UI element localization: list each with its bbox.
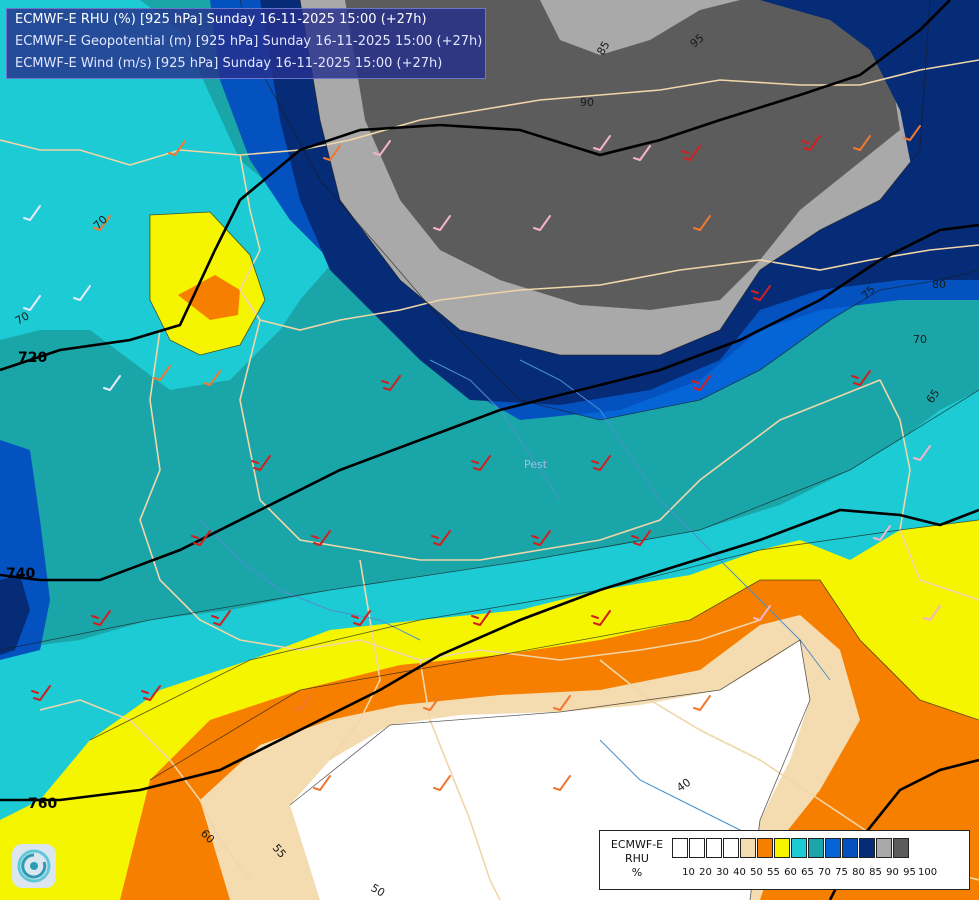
- legend-tick-label: 20: [699, 867, 712, 878]
- legend-swatch: [689, 838, 705, 858]
- legend-swatch: [791, 838, 807, 858]
- legend-ticks: 10 20 30 40 50 55 60 65 70 75 80 85 90 95 100: [680, 867, 938, 878]
- legend-swatch: [876, 838, 892, 858]
- legend-tick-label: 85: [869, 867, 882, 878]
- legend-swatch: [808, 838, 824, 858]
- legend-tick-label: 30: [716, 867, 729, 878]
- legend-tick-label: 80: [852, 867, 865, 878]
- legend-tick-label: 10: [682, 867, 695, 878]
- rhu-band-85-west: [0, 575, 30, 655]
- rhu-label-70-east: 70: [913, 333, 927, 346]
- rhu-label-80: 80: [932, 278, 946, 291]
- legend-swatch: [723, 838, 739, 858]
- rhu-label-50: 50: [369, 881, 388, 899]
- rivers: [199, 359, 831, 841]
- legend-swatch: [706, 838, 722, 858]
- legend-swatch: [825, 838, 841, 858]
- swirl-icon: [17, 849, 51, 883]
- logo-icon: [12, 844, 56, 888]
- legend-title-line-2: RHU: [625, 852, 649, 865]
- legend-tick-label: 65: [801, 867, 814, 878]
- legend-swatch: [859, 838, 875, 858]
- legend-tick-label: 40: [733, 867, 746, 878]
- title-wind: ECMWF-E Wind (m/s) [925 hPa] Sunday 16-1…: [15, 56, 443, 71]
- legend-swatch: [757, 838, 773, 858]
- map-title-box: ECMWF-E RHU (%) [925 hPa] Sunday 16-11-2…: [6, 8, 486, 79]
- legend-swatch: [672, 838, 688, 858]
- legend-swatches: [672, 838, 910, 858]
- legend-title-line-1: ECMWF-E: [610, 838, 664, 851]
- legend-swatch: [774, 838, 790, 858]
- title-rhu: ECMWF-E RHU (%) [925 hPa] Sunday 16-11-2…: [15, 12, 427, 27]
- city-label-pest: Pest: [524, 458, 548, 471]
- isoline-720: [0, 0, 951, 372]
- geopotential-label-760: 760: [28, 796, 57, 812]
- legend-tick-label: 75: [835, 867, 848, 878]
- legend-swatch: [740, 838, 756, 858]
- country-borders: [0, 59, 979, 900]
- legend-tick-label: 55: [767, 867, 780, 878]
- rhu-label-90: 90: [580, 96, 594, 109]
- rhu-label-85: 85: [594, 39, 612, 58]
- rhu-legend: ECMWF-E RHU % 10 20 30 40 50 55 60 65 70 75 80 85 90…: [599, 830, 970, 890]
- legend-tick-label: 90: [886, 867, 899, 878]
- legend-tick-label: 95: [903, 867, 916, 878]
- rhu-label-70-west: 70: [13, 309, 32, 327]
- legend-tick-label: 50: [750, 867, 763, 878]
- wind-barbs: [23, 125, 941, 871]
- title-geopotential: ECMWF-E Geopotential (m) [925 hPa] Sunda…: [15, 34, 483, 49]
- legend-title: ECMWF-E RHU %: [604, 838, 670, 880]
- legend-swatch: [842, 838, 858, 858]
- legend-tick-label: 100: [918, 867, 938, 878]
- geopotential-label-740: 740: [6, 566, 35, 582]
- legend-tick-label: 60: [784, 867, 797, 878]
- legend-title-line-3: %: [631, 866, 643, 879]
- isoline-760: [0, 508, 979, 802]
- geopotential-label-720: 720: [18, 350, 47, 366]
- isoline-740: [0, 223, 979, 582]
- legend-swatch: [893, 838, 909, 858]
- rhu-band-55: [178, 275, 240, 320]
- legend-tick-label: 70: [818, 867, 831, 878]
- rhu-band-95-inner-blue: [760, 0, 979, 230]
